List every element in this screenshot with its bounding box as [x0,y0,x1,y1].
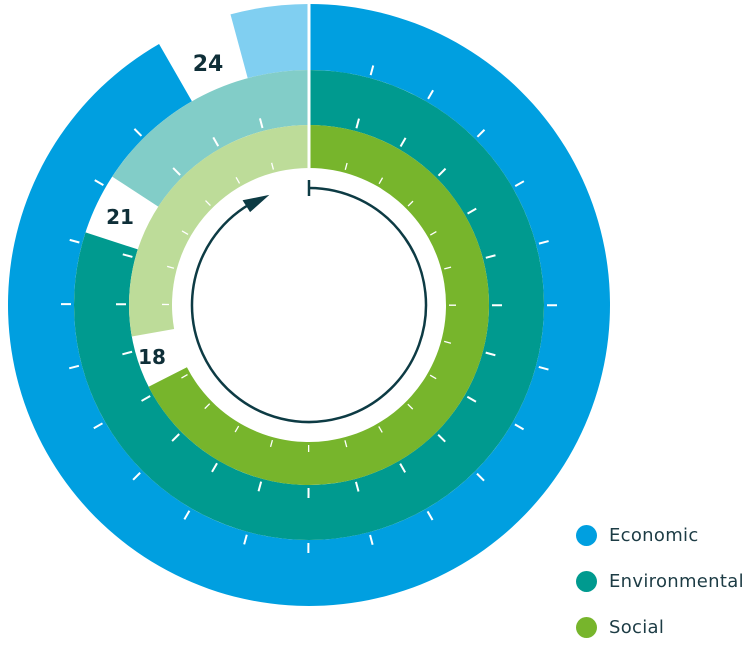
legend: Economic Environmental Social [576,512,744,650]
legend-dot-environmental [576,571,597,592]
legend-label: Environmental [609,571,744,592]
legend-label: Economic [609,525,699,546]
label-economic: 24 [193,52,224,77]
legend-item-environmental: Environmental [576,558,744,604]
legend-dot-social [576,617,597,638]
label-social: 18 [138,345,166,369]
legend-item-economic: Economic [576,512,744,558]
legend-item-social: Social [576,604,744,650]
ring-remainder-economic [230,4,309,78]
legend-label: Social [609,617,664,638]
label-environmental: 21 [106,205,134,229]
direction-arc [192,188,426,422]
direction-arrow [192,180,426,422]
arrow-head-icon [243,195,270,212]
legend-dot-economic [576,525,597,546]
